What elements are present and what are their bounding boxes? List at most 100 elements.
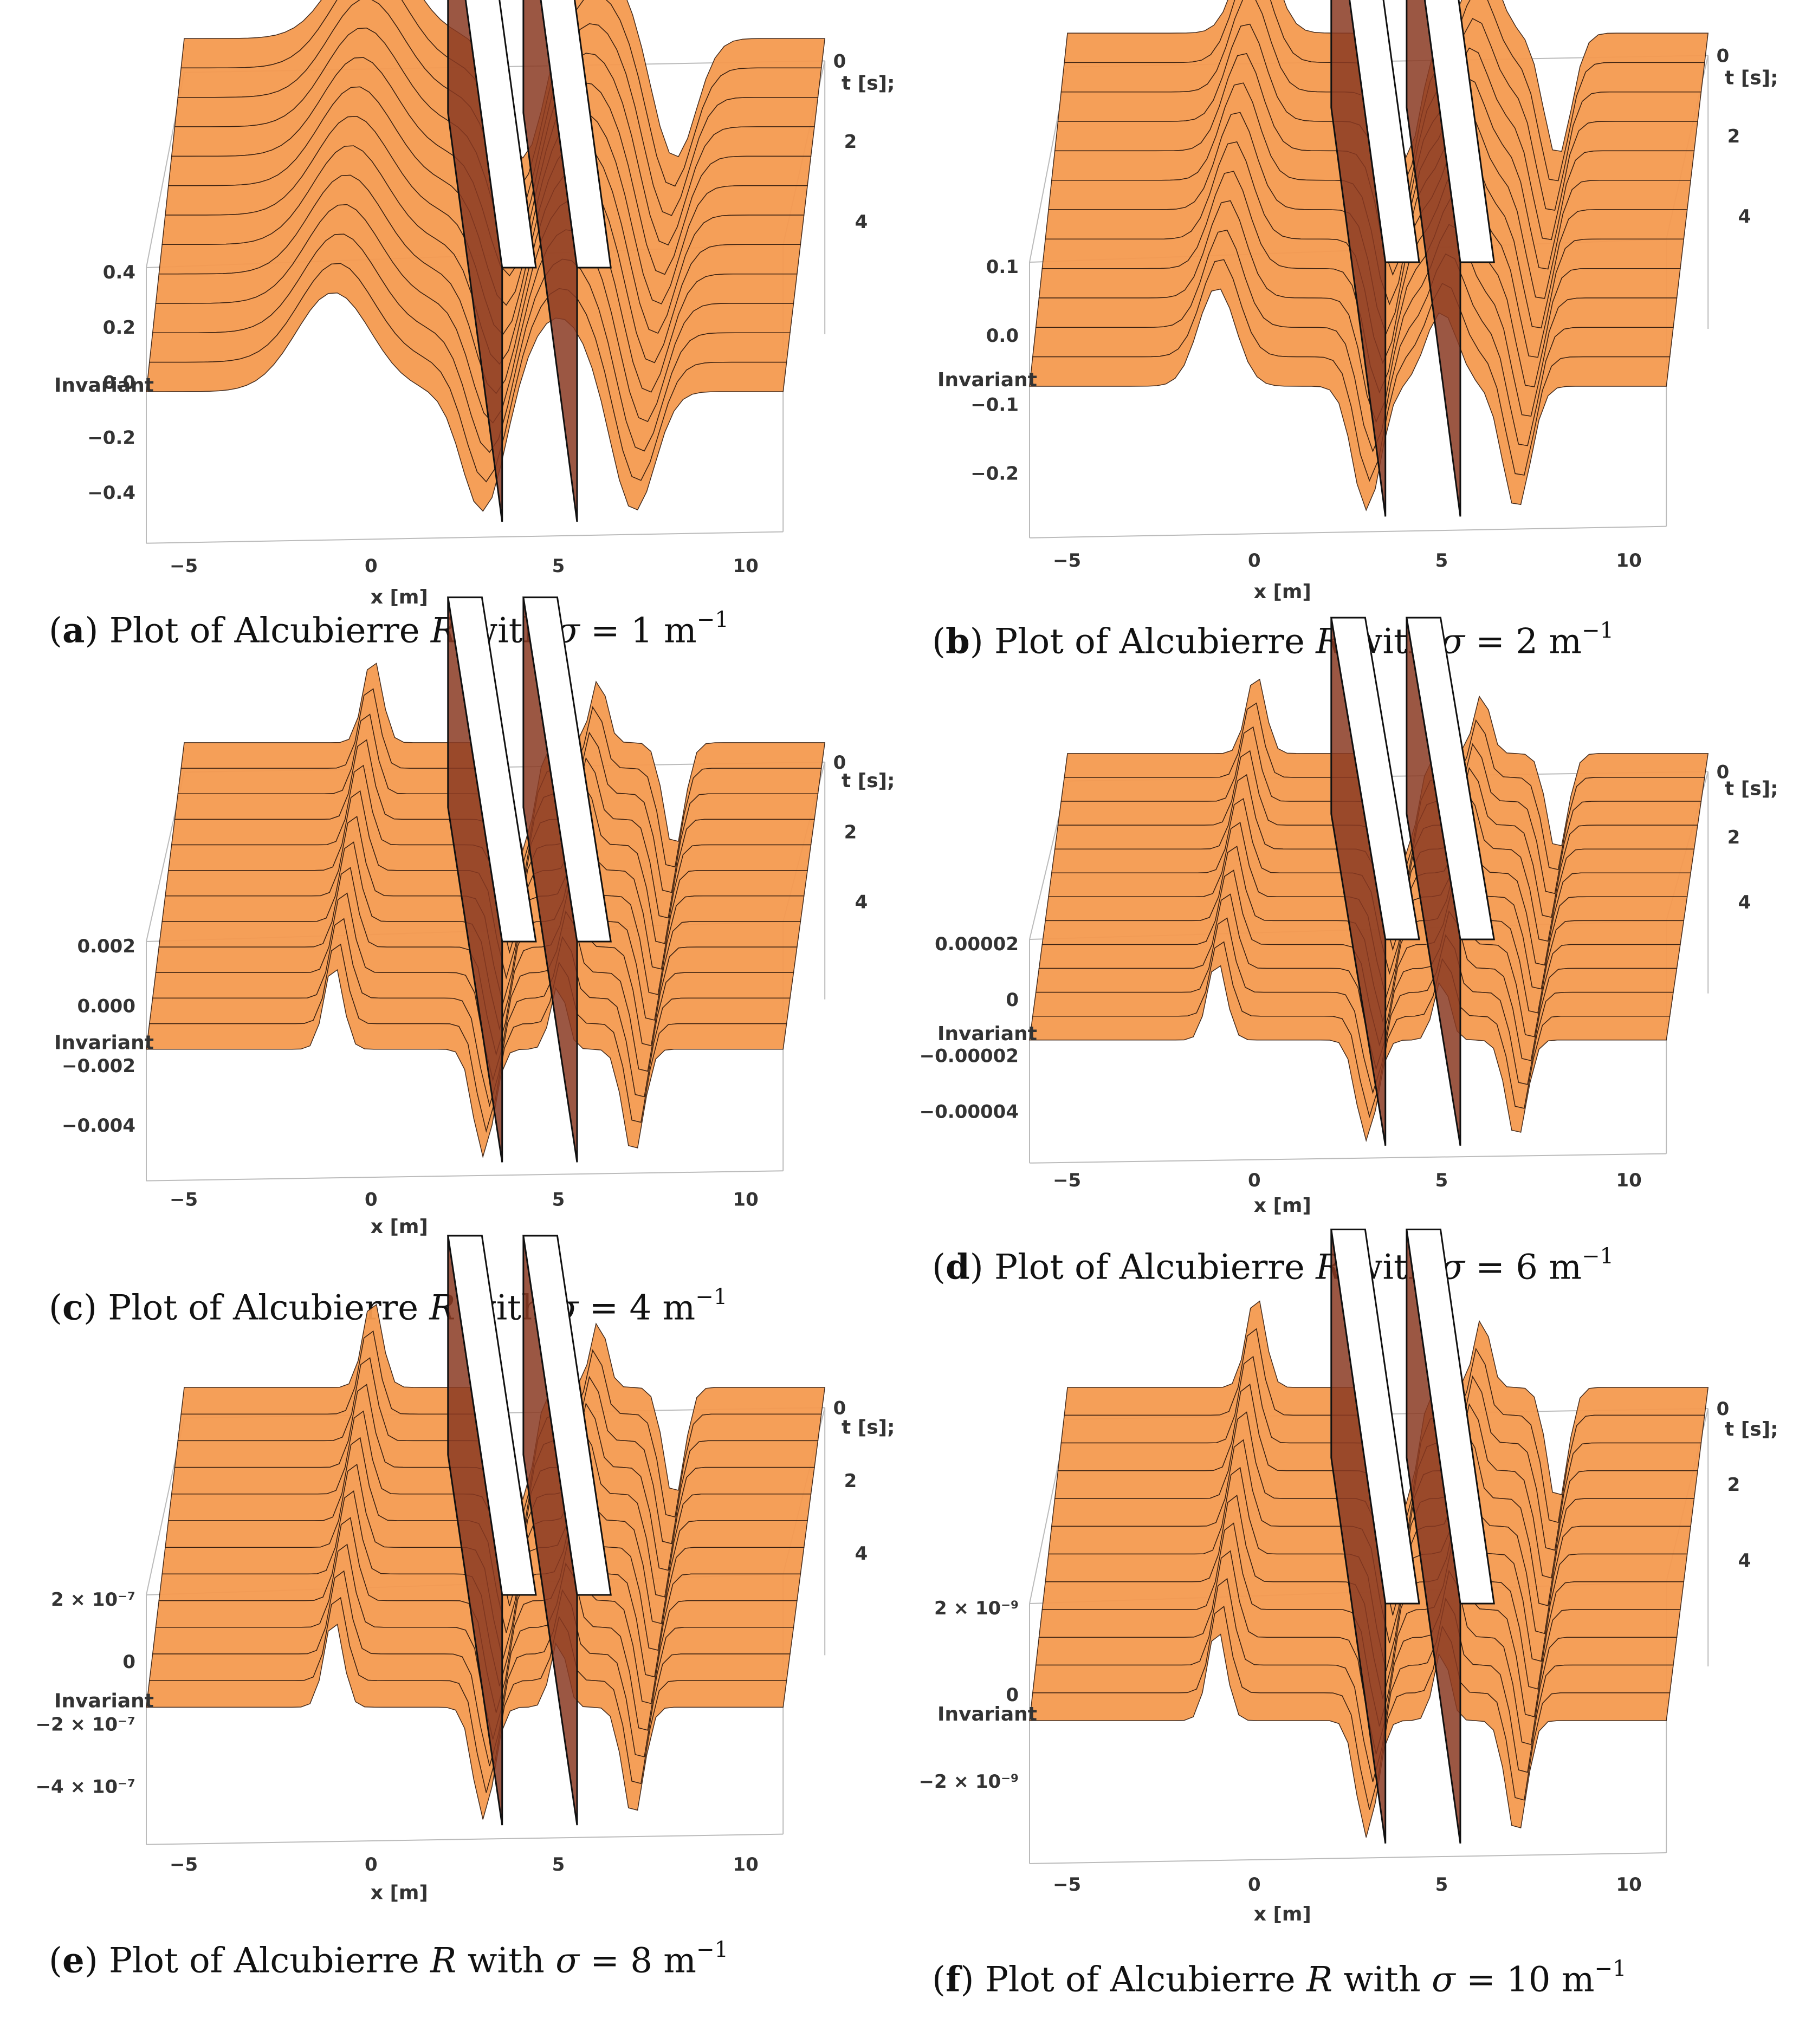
z-tick-label: 0 (1006, 1684, 1019, 1706)
caption-symbol: R (1306, 1959, 1333, 2000)
wall-top-face (1349, 0, 1420, 263)
box-edge (1029, 1852, 1667, 1864)
box-edge (1029, 1153, 1667, 1164)
x-tick-label: −5 (170, 1854, 198, 1876)
wall-top-face (1406, 1228, 1495, 1605)
box-edge (146, 1833, 784, 1845)
x-tick-label: 10 (1616, 1874, 1641, 1896)
surface-plot: −5 0 5 10 0 2 4 0.4 0.2 0.0 −0.2 −0.4 x [m] t [s]; Inv… (54, 0, 895, 608)
caption-value: 2 (1516, 621, 1538, 662)
caption-symbol: R (430, 1941, 457, 1981)
panel-c: −5 0 5 10 0 2 4 0.002 0.000 −0.002 −0.004 x [m] t [s… (49, 596, 895, 1241)
caption-prefix: Plot of Alcubierre (109, 611, 420, 651)
t-axis-label: t [s]; (842, 770, 895, 792)
box-edge (1029, 525, 1667, 538)
caption-letter: b (945, 621, 970, 662)
t-axis-label: t [s]; (1725, 777, 1778, 800)
z-tick-label: 0.4 (103, 262, 135, 283)
x-axis-label: x [m] (1254, 1903, 1311, 1925)
caption-value: 10 (1506, 1959, 1551, 2000)
caption-exponent: −1 (695, 1284, 728, 1309)
z-tick-label: 0.000 (77, 995, 135, 1017)
caption-b: (b) Plot of Alcubierre R with σ = 2 m−1 (932, 618, 1614, 662)
t-tick-label: 4 (855, 891, 868, 913)
caption-letter: d (945, 1247, 970, 1288)
z-tick-label: −0.4 (87, 482, 135, 504)
t-tick-label: 0 (1717, 1398, 1730, 1420)
x-tick-label: 10 (1616, 1170, 1641, 1191)
caption-a: (a) Plot of Alcubierre R with σ = 1 m−1 (49, 607, 729, 651)
panel-d: −5 0 5 10 0 2 4 0.00002 0 −0.00002 −0.00004 x [m] t … (920, 617, 1778, 1219)
panel-a: −5 0 5 10 0 2 4 0.4 0.2 0.0 −0.2 −0.4 x [m] t [s]; Inv… (49, 0, 895, 612)
wall-top-face (1423, 0, 1495, 263)
z-tick-label: −0.00002 (920, 1045, 1019, 1067)
x-tick-label: 5 (552, 1189, 565, 1211)
t-tick-label: 4 (1738, 206, 1751, 228)
wall-top-face (522, 596, 612, 943)
box-edge (146, 1170, 784, 1182)
t-tick-label: 2 (1727, 126, 1740, 147)
caption-unit: m (663, 1941, 696, 1981)
t-axis-label: t [s]; (842, 1416, 895, 1438)
caption-prefix: Plot of Alcubierre (109, 1941, 419, 1981)
caption-unit: m (1549, 1247, 1582, 1288)
z-tick-label: −0.004 (62, 1115, 135, 1137)
caption-sigma: σ (555, 1941, 579, 1981)
panel-b: −5 0 5 10 0 2 4 0.1 0.0 −0.1 −0.2 x [m] t [s]; Invari… (932, 0, 1778, 607)
caption-prefix: Plot of Alcubierre (994, 1247, 1305, 1288)
surface-strip (146, 1597, 787, 1820)
wall-top-face (447, 1235, 537, 1596)
x-tick-label: 10 (733, 555, 758, 577)
wall-top-face (1330, 1228, 1420, 1605)
caption-prefix: Plot of Alcubierre (994, 621, 1305, 662)
t-tick-label: 2 (1727, 827, 1740, 848)
caption-value: 1 (630, 611, 653, 651)
x-tick-label: 5 (1435, 1874, 1448, 1896)
t-tick-label: 0 (833, 752, 846, 774)
x-tick-label: −5 (1053, 550, 1081, 572)
t-tick-label: 0 (1717, 761, 1730, 783)
x-axis-label: x [m] (371, 1216, 428, 1238)
surface-strip (1029, 259, 1671, 511)
x-tick-label: 10 (733, 1189, 758, 1211)
t-axis-label: t [s]; (1725, 67, 1778, 89)
x-tick-label: 0 (365, 555, 378, 577)
caption-exponent: −1 (696, 1937, 728, 1962)
caption-f: (f) Plot of Alcubierre R with σ = 10 m−1 (932, 1956, 1627, 2000)
t-tick-label: 0 (833, 1397, 846, 1419)
t-tick-label: 4 (855, 1543, 868, 1565)
z-axis-label: Invariant (937, 1023, 1037, 1045)
x-tick-label: 10 (733, 1854, 758, 1876)
z-axis-label: Invariant (937, 1703, 1037, 1725)
z-tick-label: −2 × 10⁻⁹ (919, 1771, 1019, 1793)
t-tick-label: 4 (1738, 1550, 1751, 1572)
t-tick-label: 0 (833, 50, 846, 72)
z-axis-label: Invariant (54, 1690, 154, 1712)
z-tick-label: 0.1 (986, 256, 1019, 278)
z-tick-label: −2 × 10⁻⁷ (36, 1714, 135, 1735)
caption-prefix: Plot of Alcubierre (985, 1959, 1296, 2000)
surface-strip (146, 943, 787, 1159)
x-tick-label: −5 (1053, 1170, 1081, 1191)
z-tick-label: 0.0 (986, 325, 1019, 347)
surface-plot: −5 0 5 10 0 2 4 0.00002 0 −0.00002 −0.00004 x [m] t … (920, 617, 1778, 1217)
z-tick-label: 0 (1006, 989, 1019, 1011)
t-tick-label: 0 (1717, 45, 1730, 67)
x-tick-label: 0 (1248, 1170, 1261, 1191)
t-axis-label: t [s]; (842, 72, 895, 94)
x-tick-label: 5 (552, 555, 565, 577)
x-tick-label: 5 (1435, 550, 1448, 572)
surface-strip (146, 263, 787, 512)
wall-top-face (1406, 617, 1495, 940)
wall-top-face (447, 596, 537, 943)
caption-unit: m (1561, 1959, 1595, 2000)
t-tick-label: 2 (844, 131, 857, 153)
z-tick-label: −0.1 (970, 394, 1019, 416)
x-tick-label: 0 (1248, 550, 1261, 572)
x-axis-label: x [m] (1254, 581, 1311, 603)
x-tick-label: −5 (170, 555, 198, 577)
wall-top-face (540, 0, 612, 269)
caption-d: (d) Plot of Alcubierre R with σ = 6 m−1 (932, 1244, 1614, 1288)
z-tick-label: 0 (122, 1651, 135, 1673)
surface-plot: −5 0 5 10 0 2 4 0.1 0.0 −0.1 −0.2 x [m] t [s]; Invari… (937, 0, 1778, 603)
